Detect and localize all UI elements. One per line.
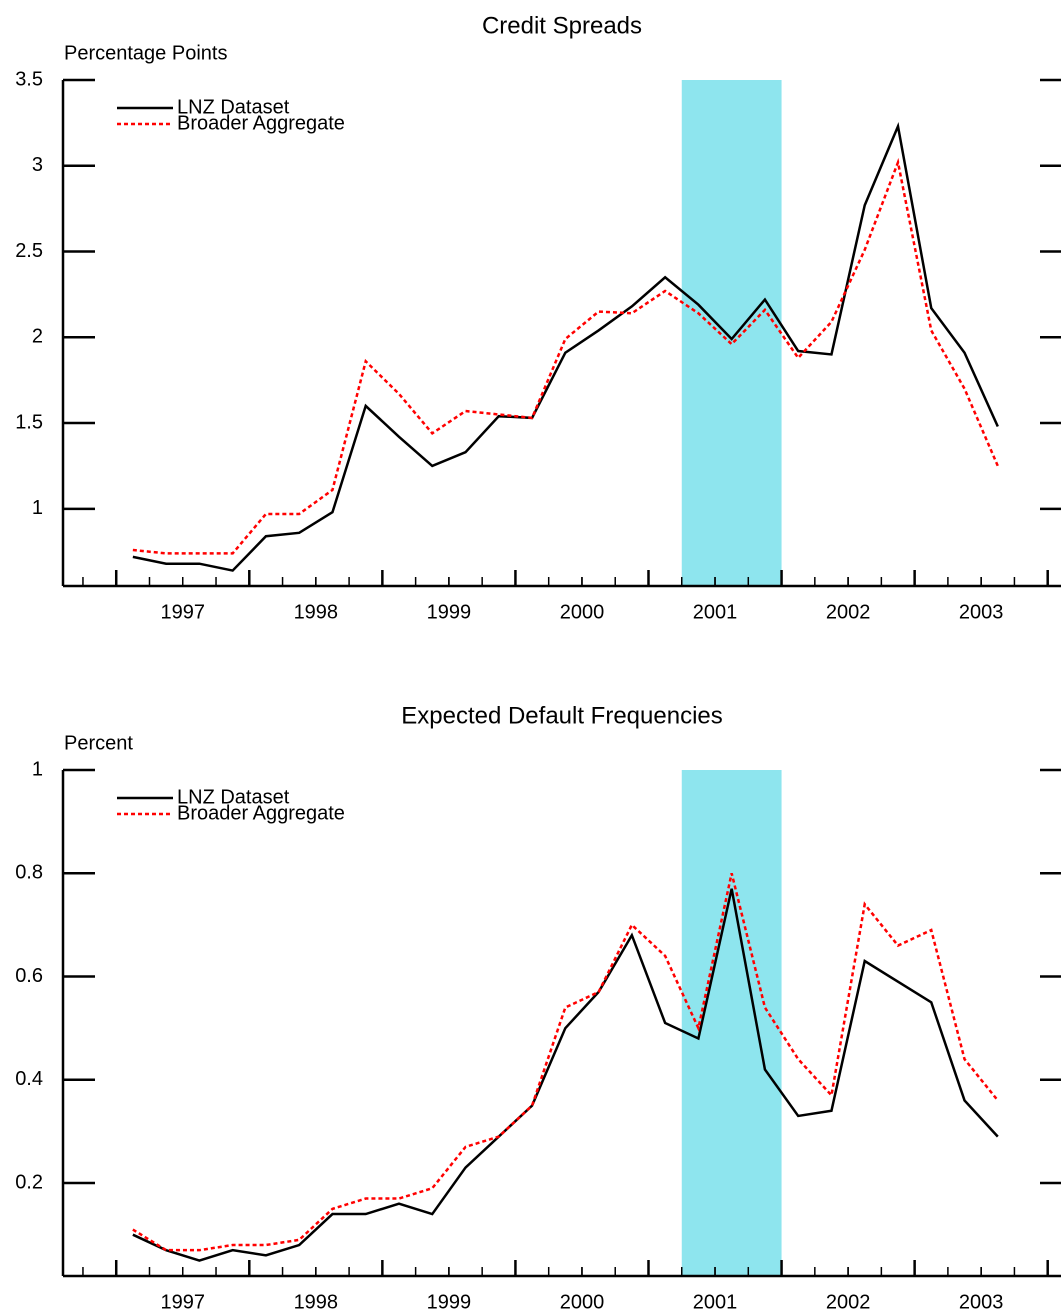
y-tick-label: 1: [32, 497, 43, 519]
series-line: [132, 157, 999, 555]
x-tick-label: 1999: [427, 1291, 472, 1313]
x-tick-label: 1998: [294, 1291, 339, 1313]
y-tick-label: 1.5: [15, 411, 43, 433]
y-tick-label: 1: [32, 758, 43, 780]
x-tick-label: 2003: [959, 1291, 1004, 1313]
x-tick-label: 1997: [161, 601, 206, 623]
y-tick-label: 3.5: [15, 68, 43, 90]
chart-title: Expected Default Frequencies: [401, 702, 723, 729]
chart-title: Credit Spreads: [482, 12, 642, 39]
x-tick-label: 1997: [161, 1291, 206, 1313]
legend-label: Broader Aggregate: [177, 802, 345, 824]
x-tick-label: 2002: [826, 601, 871, 623]
y-tick-label: 3: [32, 154, 43, 176]
y-tick-label: 0.6: [15, 965, 43, 987]
y-tick-label: 2.5: [15, 240, 43, 262]
series-line: [132, 872, 999, 1252]
y-tick-label: 2: [32, 326, 43, 348]
legend-label: Broader Aggregate: [177, 112, 345, 134]
y-tick-label: 0.4: [15, 1068, 43, 1090]
series-line: [132, 888, 999, 1262]
legend-label: LNZ Dataset: [177, 786, 290, 808]
x-tick-label: 2002: [826, 1291, 871, 1313]
y-tick-label: 0.2: [15, 1171, 43, 1193]
y-tick-label: 0.8: [15, 862, 43, 884]
legend-label: LNZ Dataset: [177, 96, 290, 118]
x-tick-label: 2000: [560, 1291, 605, 1313]
shaded-period: [681, 80, 782, 586]
x-tick-label: 1999: [427, 601, 472, 623]
shaded-period: [681, 770, 782, 1276]
y-axis-label: Percent: [64, 732, 133, 754]
series-line: [132, 121, 999, 572]
x-tick-label: 1998: [294, 601, 339, 623]
x-tick-label: 2000: [560, 601, 605, 623]
x-tick-label: 2003: [959, 601, 1004, 623]
x-tick-label: 2001: [693, 601, 738, 623]
x-tick-label: 2001: [693, 1291, 738, 1313]
y-axis-label: Percentage Points: [64, 42, 227, 64]
